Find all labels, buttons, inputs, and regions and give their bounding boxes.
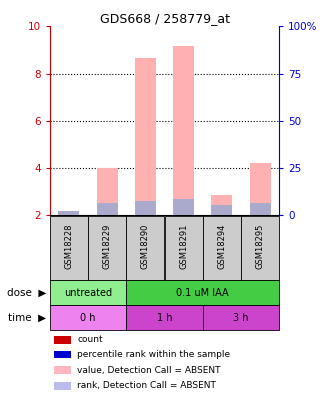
Text: 3 h: 3 h bbox=[233, 313, 249, 322]
FancyBboxPatch shape bbox=[50, 280, 126, 305]
FancyBboxPatch shape bbox=[50, 216, 88, 279]
Bar bbox=[97, 168, 118, 215]
Text: dose  ▶: dose ▶ bbox=[7, 288, 47, 298]
FancyBboxPatch shape bbox=[241, 216, 279, 279]
FancyBboxPatch shape bbox=[50, 305, 126, 330]
Bar bbox=[211, 195, 232, 215]
Text: GSM18290: GSM18290 bbox=[141, 224, 150, 269]
FancyBboxPatch shape bbox=[126, 280, 279, 305]
Bar bbox=[250, 203, 271, 215]
Bar bbox=[135, 58, 156, 215]
Text: GSM18228: GSM18228 bbox=[65, 224, 74, 269]
Bar bbox=[97, 203, 118, 215]
Text: GSM18295: GSM18295 bbox=[256, 224, 265, 269]
Text: rank, Detection Call = ABSENT: rank, Detection Call = ABSENT bbox=[77, 381, 216, 390]
FancyBboxPatch shape bbox=[203, 216, 241, 279]
Bar bbox=[54, 382, 71, 390]
Text: GSM18291: GSM18291 bbox=[179, 224, 188, 269]
Text: 0 h: 0 h bbox=[80, 313, 96, 322]
Text: time  ▶: time ▶ bbox=[8, 313, 47, 322]
Bar bbox=[135, 200, 156, 215]
Text: 1 h: 1 h bbox=[157, 313, 172, 322]
Title: GDS668 / 258779_at: GDS668 / 258779_at bbox=[100, 12, 230, 25]
Bar bbox=[173, 46, 194, 215]
Bar bbox=[211, 205, 232, 215]
Bar bbox=[58, 213, 79, 215]
Bar bbox=[54, 336, 71, 343]
Text: GSM18229: GSM18229 bbox=[103, 224, 112, 269]
Text: GSM18294: GSM18294 bbox=[217, 224, 226, 269]
Bar bbox=[173, 199, 194, 215]
Text: count: count bbox=[77, 335, 103, 344]
FancyBboxPatch shape bbox=[126, 305, 203, 330]
Text: 0.1 uM IAA: 0.1 uM IAA bbox=[177, 288, 229, 298]
Bar bbox=[58, 211, 79, 215]
FancyBboxPatch shape bbox=[88, 216, 126, 279]
Bar bbox=[250, 163, 271, 215]
Text: percentile rank within the sample: percentile rank within the sample bbox=[77, 350, 230, 359]
FancyBboxPatch shape bbox=[165, 216, 203, 279]
Bar bbox=[54, 351, 71, 358]
Text: untreated: untreated bbox=[64, 288, 112, 298]
Bar bbox=[54, 366, 71, 374]
FancyBboxPatch shape bbox=[203, 305, 279, 330]
FancyBboxPatch shape bbox=[126, 216, 164, 279]
Text: value, Detection Call = ABSENT: value, Detection Call = ABSENT bbox=[77, 366, 221, 375]
